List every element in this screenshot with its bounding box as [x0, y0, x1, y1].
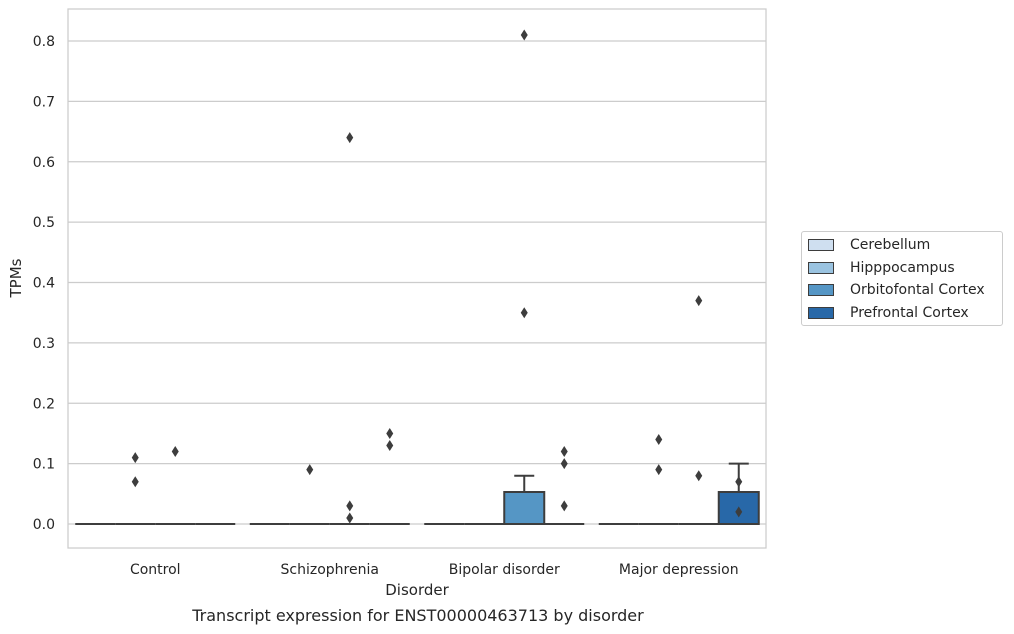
x-tick-label: Schizophrenia [281, 562, 379, 578]
x-axis-label: Disorder [385, 581, 449, 599]
y-tick-label: 0.6 [33, 155, 55, 171]
outlier-point [171, 446, 179, 458]
box-body [717, 491, 760, 526]
box-body [503, 491, 546, 526]
legend-label: Cerebellum [850, 237, 931, 253]
legend-item-prefrontal-cortex: Prefrontal Cortex [808, 304, 969, 322]
legend-swatch [808, 284, 834, 296]
outlier-point [735, 476, 743, 488]
plot-area [68, 9, 766, 548]
y-tick-label: 0.5 [33, 215, 55, 231]
box-2-2 [503, 29, 546, 526]
y-tick-label: 0.3 [33, 336, 55, 352]
outlier-point [695, 470, 703, 482]
plot-frame [67, 8, 767, 549]
y-tick-label: 0.4 [33, 276, 55, 292]
outlier-point [346, 132, 354, 144]
box-1-2 [329, 132, 370, 525]
x-axis-ticks: Control Schizophrenia Bipolar disorder Majo… [130, 562, 739, 578]
box-3-2 [678, 295, 719, 525]
y-tick-label: 0.1 [33, 457, 55, 473]
x-tick-label: Control [130, 562, 181, 578]
legend-label: Prefrontal Cortex [850, 305, 969, 321]
box-marks [75, 29, 760, 526]
outlier-point [560, 446, 568, 458]
figure-caption: Transcript expression for ENST0000046371… [192, 606, 644, 625]
box-1-1 [289, 464, 330, 525]
outlier-point [131, 476, 139, 488]
y-axis-ticks: 0.0 0.1 0.2 0.3 0.4 0.5 0.6 0.7 0.8 [33, 34, 55, 533]
x-tick-label: Major depression [619, 562, 739, 578]
outlier-point [386, 440, 394, 452]
y-tick-label: 0.0 [33, 517, 55, 533]
legend-swatch [808, 239, 834, 251]
legend-item-hippocampus: Hipppocampus [808, 259, 955, 277]
outlier-point [560, 458, 568, 470]
y-tick-label: 0.8 [33, 34, 55, 50]
outlier-point [520, 307, 528, 319]
y-axis-label: TPMs [7, 258, 25, 298]
outlier-point [655, 433, 663, 445]
box-3-1 [638, 433, 679, 525]
outlier-point [306, 464, 314, 476]
outlier-point [346, 500, 354, 512]
outlier-point [655, 464, 663, 476]
legend-item-cerebellum: Cerebellum [808, 236, 930, 254]
outlier-point [560, 500, 568, 512]
box-3-3 [717, 462, 760, 526]
box-0-1 [115, 452, 156, 525]
legend-label: Orbitofontal Cortex [850, 282, 985, 298]
legend-swatch [808, 262, 834, 274]
x-tick-label: Bipolar disorder [449, 562, 560, 578]
outlier-point [520, 29, 528, 41]
legend-swatch [808, 307, 834, 319]
legend: Cerebellum Hipppocampus Orbitofontal Cor… [801, 231, 1003, 326]
outlier-point [386, 427, 394, 439]
legend-label: Hipppocampus [850, 260, 955, 276]
box-0-2 [155, 446, 196, 525]
legend-item-orbitofrontal-cortex: Orbitofontal Cortex [808, 281, 985, 299]
outlier-point [131, 452, 139, 464]
outlier-point [695, 295, 703, 307]
box-2-3 [544, 446, 585, 525]
y-tick-label: 0.2 [33, 396, 55, 412]
box-1-3 [369, 427, 410, 525]
outlier-point [346, 512, 354, 524]
y-tick-label: 0.7 [33, 94, 55, 110]
outlier-point [735, 506, 743, 518]
